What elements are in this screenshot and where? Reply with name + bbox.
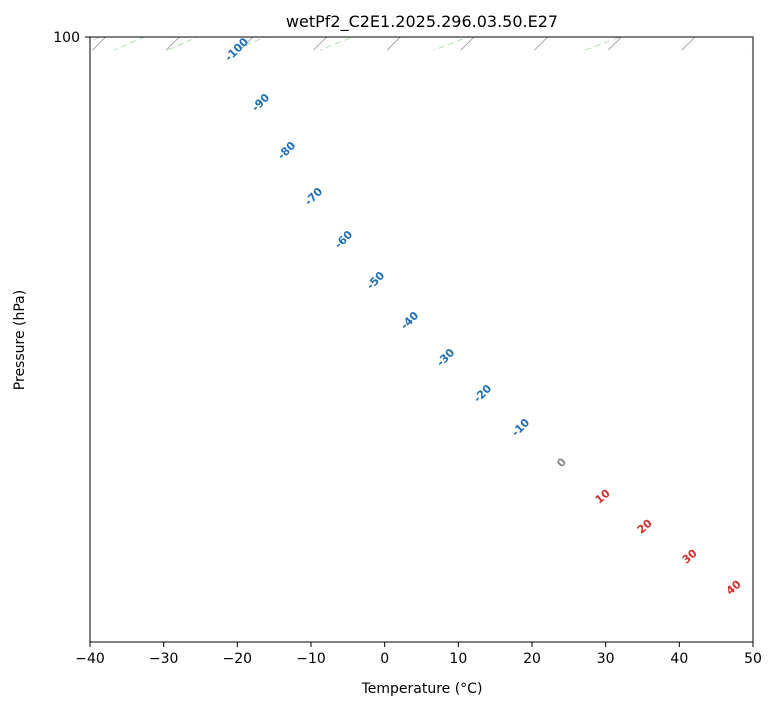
x-tick-label: 10 <box>449 651 467 667</box>
x-tick-label: −20 <box>223 651 253 667</box>
x-tick-label: 50 <box>744 651 762 667</box>
dry-adiabat-line <box>629 37 632 38</box>
dry-adiabat-line <box>591 37 593 38</box>
dry-adiabat-line <box>705 37 708 38</box>
x-tick-label: −10 <box>296 651 326 667</box>
plot-background <box>90 37 753 642</box>
x-tick-label: 40 <box>670 651 688 667</box>
x-tick-label: 0 <box>380 651 389 667</box>
y-axis-ticks: 1000900800700600500400300200100 <box>53 30 90 46</box>
x-tick-label: −40 <box>75 651 105 667</box>
plot-frame <box>89 36 754 643</box>
x-tick-label: −30 <box>149 651 179 667</box>
moist-adiabat-line <box>749 48 753 51</box>
isotherm-line <box>755 0 775 50</box>
dry-adiabat-line <box>553 37 555 38</box>
y-axis-label: Pressure (hPa) <box>12 290 28 390</box>
dry-adiabat-line <box>743 37 746 38</box>
x-tick-label: 30 <box>597 651 615 667</box>
x-tick-label: 20 <box>523 651 541 667</box>
x-axis-label: Temperature (°C) <box>361 681 483 697</box>
chart-title: wetPf2_C2E1.2025.296.03.50.E27 <box>286 12 558 32</box>
y-tick-label: 100 <box>53 30 80 46</box>
x-axis-ticks: −40 −30 −20 −10 0 10 20 30 40 50 <box>75 642 762 667</box>
dry-adiabat-line <box>667 37 670 38</box>
